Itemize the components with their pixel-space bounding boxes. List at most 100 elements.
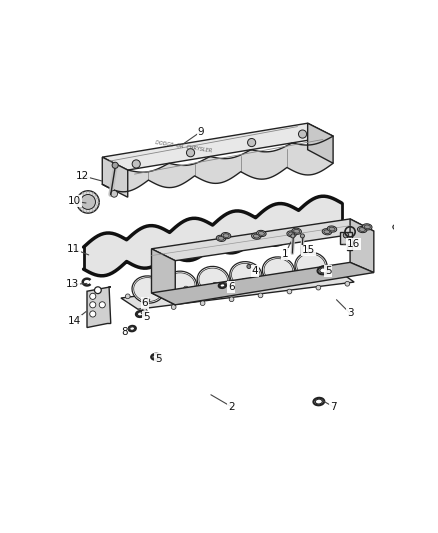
Ellipse shape	[292, 228, 301, 235]
Circle shape	[171, 305, 176, 310]
Ellipse shape	[363, 224, 372, 230]
Circle shape	[90, 311, 96, 317]
Text: 10: 10	[68, 196, 81, 206]
Circle shape	[155, 290, 159, 295]
Circle shape	[187, 149, 194, 157]
Text: 11: 11	[67, 244, 80, 254]
Ellipse shape	[143, 298, 149, 302]
Ellipse shape	[287, 231, 297, 237]
Circle shape	[300, 234, 304, 238]
Polygon shape	[121, 271, 354, 309]
Text: 5: 5	[155, 354, 162, 364]
Circle shape	[258, 293, 263, 298]
Polygon shape	[350, 219, 374, 272]
Ellipse shape	[128, 326, 136, 332]
Circle shape	[291, 234, 295, 238]
Ellipse shape	[144, 299, 148, 302]
Circle shape	[345, 281, 350, 286]
Ellipse shape	[151, 354, 161, 360]
Ellipse shape	[153, 355, 159, 359]
Polygon shape	[102, 123, 333, 170]
Circle shape	[184, 286, 188, 291]
Ellipse shape	[165, 271, 197, 298]
Ellipse shape	[399, 223, 406, 227]
Circle shape	[77, 191, 99, 213]
Ellipse shape	[231, 263, 260, 287]
Ellipse shape	[393, 224, 402, 230]
Ellipse shape	[364, 225, 371, 229]
Circle shape	[316, 285, 321, 290]
Polygon shape	[102, 136, 333, 192]
Ellipse shape	[223, 234, 229, 238]
Circle shape	[112, 162, 118, 168]
Ellipse shape	[199, 268, 228, 292]
Text: 4: 4	[252, 266, 258, 276]
Circle shape	[200, 301, 205, 305]
Ellipse shape	[320, 268, 328, 273]
Circle shape	[242, 278, 247, 283]
Text: 6: 6	[228, 282, 235, 292]
Ellipse shape	[314, 398, 324, 405]
Ellipse shape	[166, 273, 195, 297]
Circle shape	[300, 271, 305, 276]
Text: 16: 16	[347, 239, 360, 249]
Ellipse shape	[329, 227, 335, 231]
Ellipse shape	[297, 254, 325, 278]
Ellipse shape	[318, 266, 330, 274]
Circle shape	[95, 287, 101, 294]
Polygon shape	[340, 232, 352, 251]
Polygon shape	[102, 157, 128, 197]
Text: 9: 9	[198, 127, 204, 136]
Text: 2: 2	[228, 402, 235, 411]
Ellipse shape	[295, 252, 327, 279]
Ellipse shape	[132, 276, 164, 303]
Circle shape	[343, 232, 349, 238]
Ellipse shape	[357, 227, 367, 233]
Text: 6: 6	[141, 298, 148, 308]
Text: 5: 5	[143, 312, 150, 322]
Ellipse shape	[322, 229, 332, 235]
Circle shape	[229, 297, 234, 302]
Circle shape	[247, 139, 256, 147]
Circle shape	[125, 294, 130, 298]
Ellipse shape	[216, 235, 226, 241]
Polygon shape	[307, 123, 333, 163]
Circle shape	[90, 302, 96, 308]
Circle shape	[212, 282, 217, 287]
Ellipse shape	[398, 222, 407, 228]
Circle shape	[90, 293, 96, 300]
Ellipse shape	[218, 237, 224, 240]
Ellipse shape	[219, 283, 226, 288]
Ellipse shape	[138, 312, 143, 316]
Text: 1: 1	[282, 249, 289, 259]
Ellipse shape	[327, 226, 337, 232]
Circle shape	[81, 195, 95, 209]
Text: 7: 7	[330, 402, 336, 411]
Ellipse shape	[221, 232, 231, 239]
Ellipse shape	[262, 257, 294, 284]
Polygon shape	[152, 219, 374, 261]
Text: 8: 8	[121, 327, 127, 337]
Ellipse shape	[324, 230, 330, 233]
Text: 13: 13	[66, 279, 79, 289]
Circle shape	[142, 309, 147, 313]
Text: 14: 14	[68, 316, 81, 326]
Circle shape	[132, 160, 140, 168]
Ellipse shape	[130, 327, 134, 330]
Ellipse shape	[197, 266, 230, 294]
Ellipse shape	[315, 399, 322, 404]
Circle shape	[287, 289, 292, 294]
Ellipse shape	[264, 259, 293, 282]
Circle shape	[99, 302, 105, 308]
Circle shape	[111, 190, 117, 197]
Ellipse shape	[293, 229, 300, 233]
Text: 15: 15	[302, 246, 315, 255]
Ellipse shape	[134, 278, 162, 302]
Polygon shape	[152, 249, 175, 305]
Ellipse shape	[136, 311, 145, 317]
Ellipse shape	[258, 231, 265, 236]
Circle shape	[247, 264, 251, 269]
Circle shape	[271, 274, 276, 279]
Ellipse shape	[230, 262, 262, 289]
Text: DODGE  OR  CHRYSLER: DODGE OR CHRYSLER	[155, 140, 212, 153]
